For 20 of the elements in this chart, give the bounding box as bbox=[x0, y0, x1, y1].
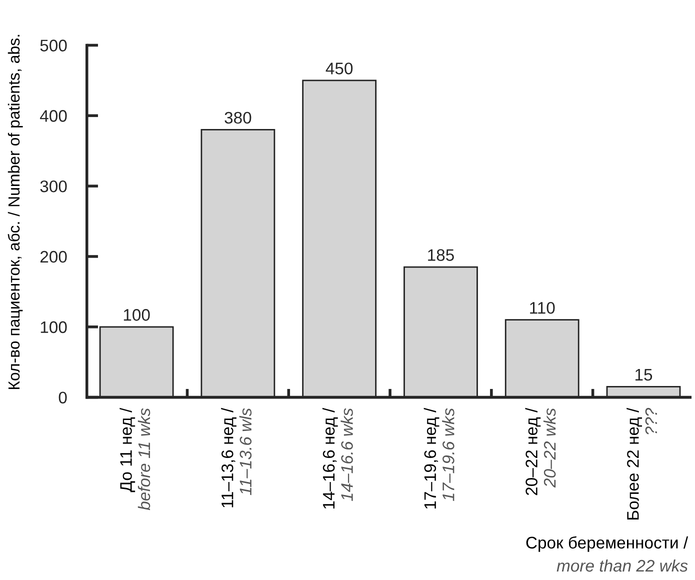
data-label: 15 bbox=[636, 369, 652, 381]
y-tick-label: 200 bbox=[40, 250, 67, 263]
x-tick-label: Более 22 нед / ??? bbox=[626, 408, 657, 520]
x-tick-label: 11–13,6 нед / 11–13.6 wls bbox=[221, 408, 252, 508]
data-label: 110 bbox=[530, 302, 555, 314]
y-tick-label: 0 bbox=[58, 392, 67, 404]
y-tick-label: 400 bbox=[40, 110, 67, 122]
data-label: 100 bbox=[124, 309, 150, 321]
y-tick-label: 500 bbox=[40, 40, 67, 52]
y-axis-title: Кол-во пациенток, абс. / Number of patients, abs. bbox=[8, 34, 23, 390]
data-label: 450 bbox=[326, 62, 353, 74]
y-tick-label: 100 bbox=[40, 321, 67, 334]
x-tick-label: До 11 нед / before 11 wks bbox=[120, 408, 150, 510]
x-axis-title: Срок беременности / more than 22 wks bbox=[526, 536, 688, 572]
x-tick-label: 17–19,6 нед / 17–19.6 wks bbox=[424, 408, 454, 509]
x-tick-label: 14–16,6 нед / 14–16.6 wks bbox=[322, 408, 353, 509]
data-label: 185 bbox=[428, 249, 454, 261]
data-label: 380 bbox=[224, 112, 252, 124]
x-tick-label: 20–22 нед / 20–22 wks bbox=[525, 408, 556, 496]
y-tick-label: 300 bbox=[40, 180, 67, 192]
